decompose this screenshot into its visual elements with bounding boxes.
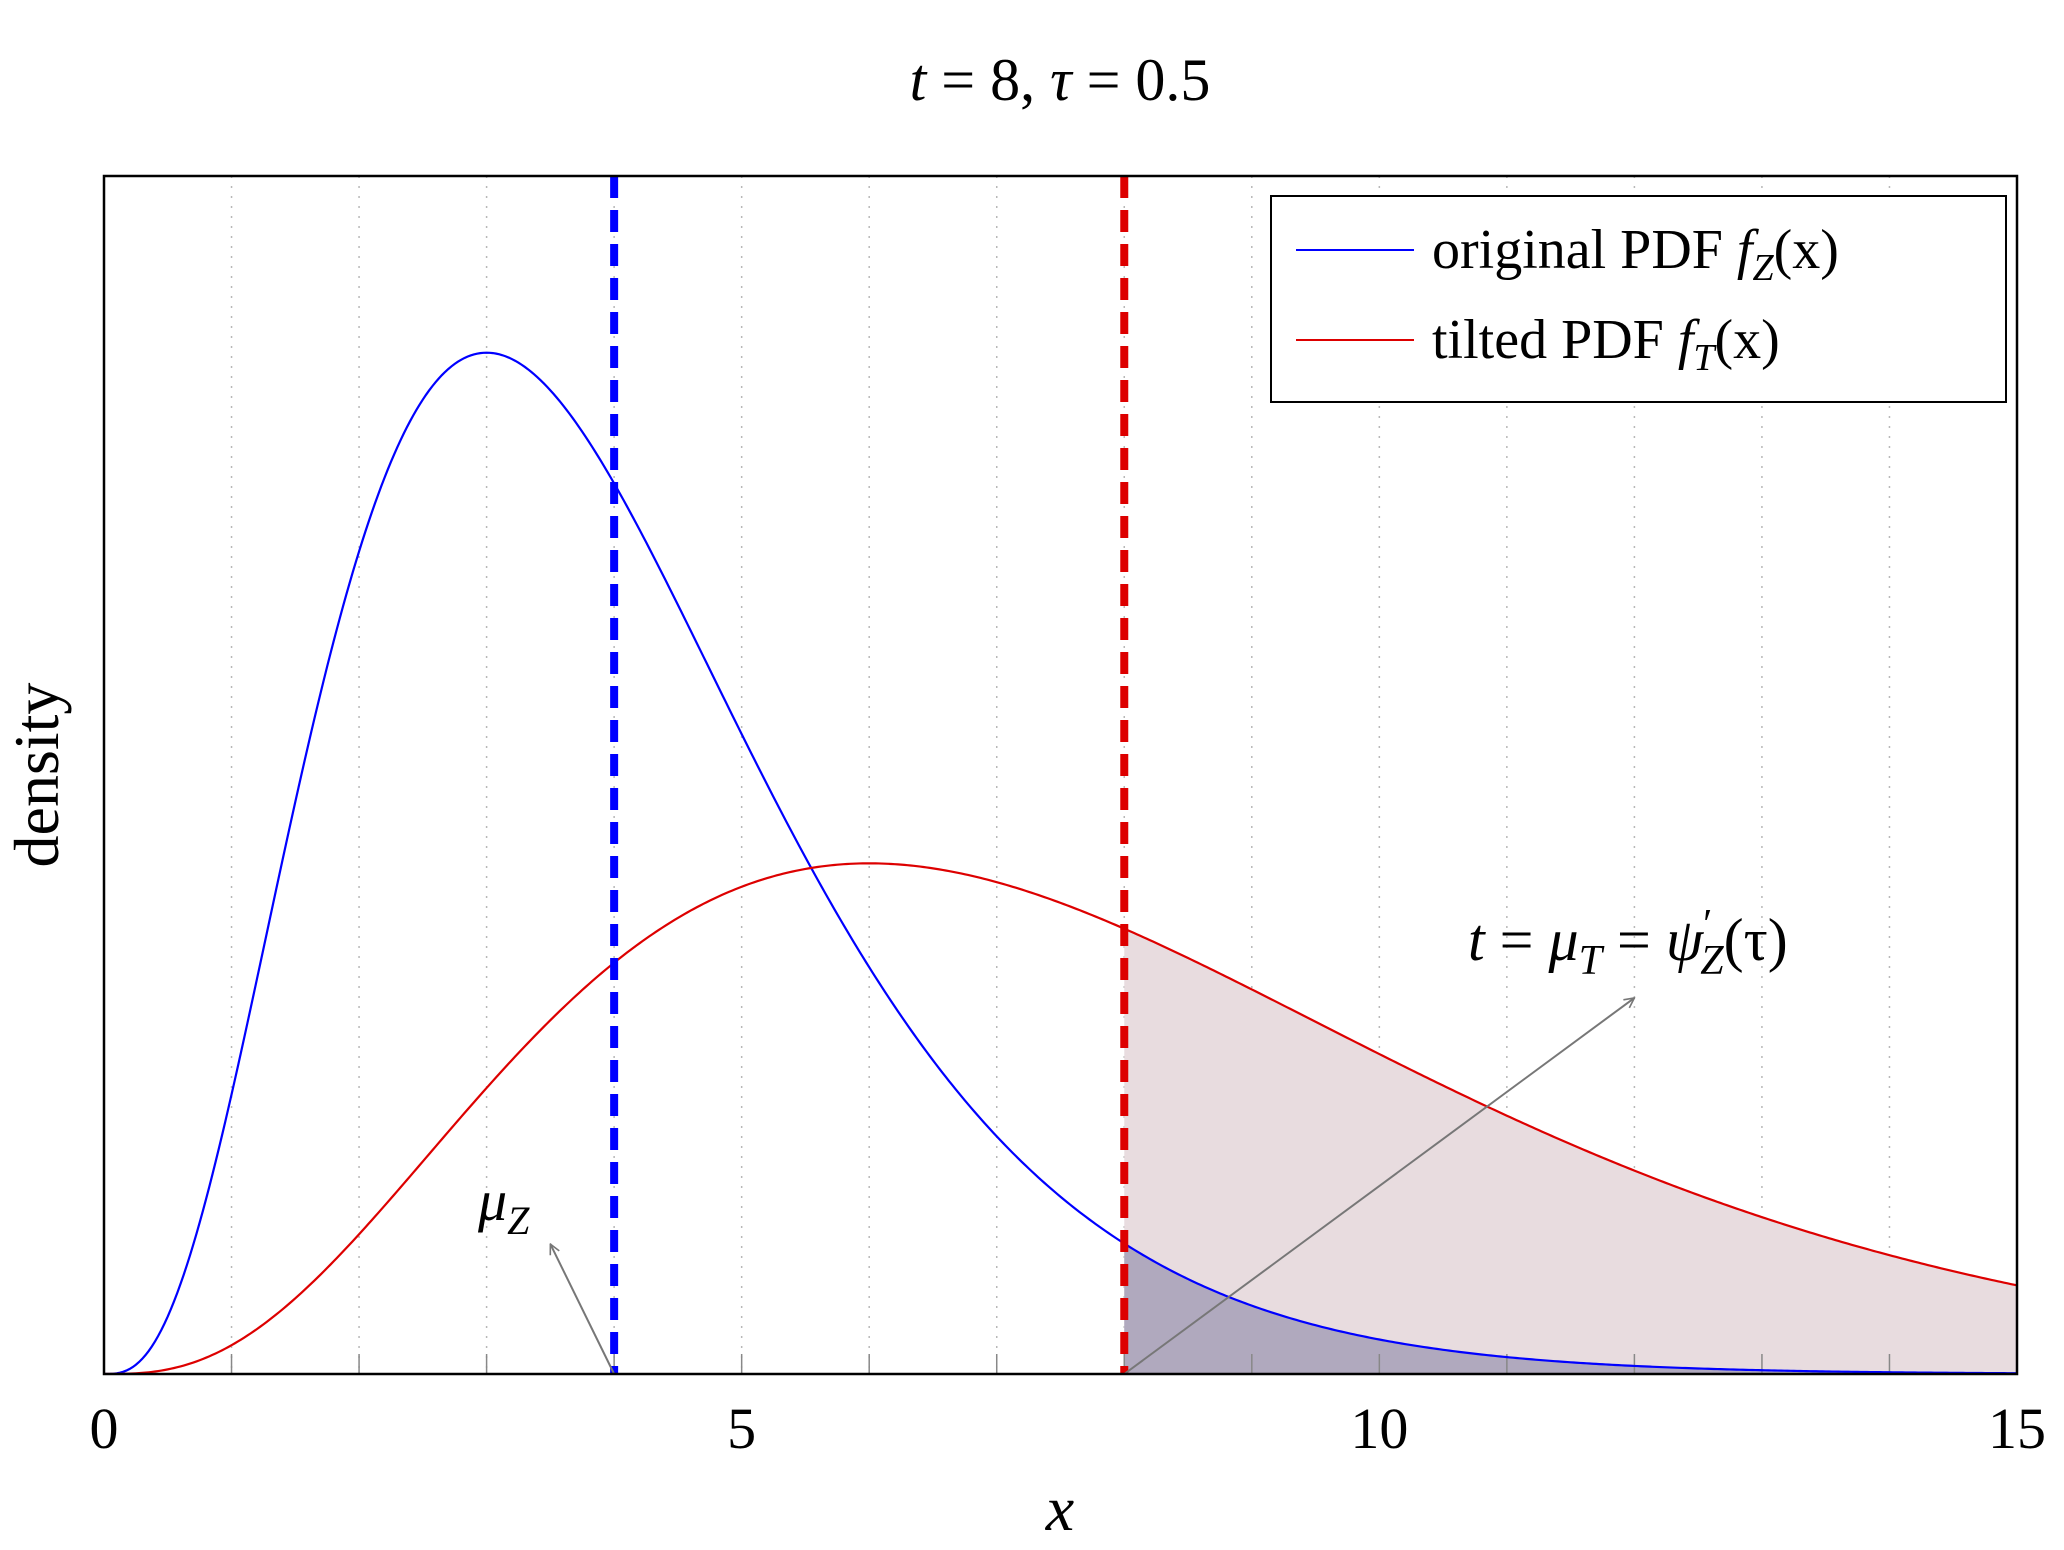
t-eq-mu-sub: T [1579, 938, 1605, 984]
curve-original [104, 351, 2017, 1374]
t-eq-equals-2: = [1617, 907, 1651, 973]
legend-original-text: original PDF [1432, 219, 1737, 281]
x-tick-label-5: 5 [727, 1396, 756, 1461]
shaded-tail-regions [1124, 928, 2017, 1374]
mu-z-subscript: Z [507, 1198, 530, 1243]
legend: original PDF fZ(x) tilted PDF fT(x) [1270, 195, 2007, 403]
arrow-t-eq [1123, 998, 1634, 1375]
t-eq-prime: ′ [1703, 902, 1712, 948]
shaded-region-original [1124, 1243, 2017, 1374]
mu-z-label: μZ [477, 1168, 530, 1243]
legend-original-sub: Z [1752, 247, 1774, 289]
t-eq-equals-1: = [1500, 907, 1534, 973]
x-tick-labels: 0 5 10 15 [90, 1396, 2047, 1461]
x-tick-label-0: 0 [90, 1396, 119, 1461]
legend-tilted-text: tilted PDF [1432, 309, 1678, 371]
legend-tilted-sub: T [1693, 337, 1717, 379]
annotation-arrows [549, 998, 1634, 1375]
chart-title: t = 8, τ = 0.5 [910, 47, 1211, 113]
mean-lines [610, 176, 1129, 1374]
legend-label-tilted: tilted PDF fT(x) [1432, 309, 1780, 379]
t-eq-psi-sub: Z [1700, 938, 1724, 984]
legend-tilted-arg: (x) [1715, 309, 1780, 371]
x-tick-label-10: 10 [1350, 1396, 1408, 1461]
legend-label-original: original PDF fZ(x) [1432, 219, 1839, 289]
x-axis-label: x [1045, 1473, 1074, 1544]
title-tau-var: τ [1050, 47, 1074, 113]
title-t-var: t [910, 47, 928, 113]
arrow-mu-z [549, 1244, 616, 1375]
mu-z-symbol: μ [477, 1168, 507, 1233]
title-t-value: 8 [990, 47, 1020, 113]
t-eq-t: t [1468, 907, 1486, 973]
t-equals-mu-t-label: t = μT = ψ′ Z(τ) [1468, 902, 1788, 984]
t-eq-mu: μ [1548, 907, 1579, 973]
title-tau-value: 0.5 [1135, 47, 1210, 113]
plot-frame [102, 174, 2019, 1376]
legend-box [1270, 195, 2007, 403]
y-axis-label: density [1, 683, 72, 868]
legend-original-arg: (x) [1774, 219, 1839, 281]
shaded-region-tilted [1124, 928, 2017, 1374]
curve-tilted [104, 862, 2017, 1374]
t-eq-psi: ψ [1666, 907, 1705, 973]
x-tick-label-15: 15 [1988, 1396, 2046, 1461]
t-eq-arg: (τ) [1724, 907, 1788, 973]
density-curves [104, 351, 2017, 1374]
